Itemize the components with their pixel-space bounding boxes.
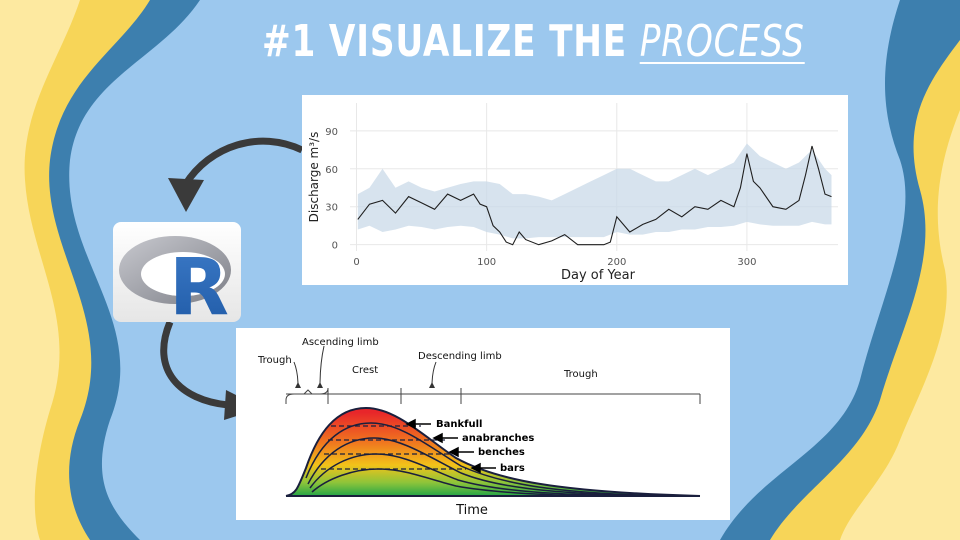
r-logo-icon: R bbox=[113, 222, 241, 333]
chart-y-ticks: 0 30 60 90 bbox=[325, 127, 338, 252]
right-wave-light bbox=[840, 110, 960, 540]
chart-band-area bbox=[357, 143, 832, 239]
crest-label: Crest bbox=[352, 365, 378, 376]
chart-x-tick-label: 0 bbox=[353, 257, 359, 268]
discharge-chart-panel: 0 100 200 300 0 30 60 90 Day of Year Discharge… bbox=[302, 95, 848, 285]
stage-curve-3 bbox=[309, 453, 637, 497]
trough-right-label: Trough bbox=[563, 369, 598, 380]
time-axis-label: Time bbox=[455, 503, 488, 518]
anabranches-label: anabranches bbox=[462, 433, 534, 444]
chart-series bbox=[357, 145, 832, 246]
trough-left-label: Trough bbox=[257, 355, 292, 366]
stage-curve-1 bbox=[305, 422, 677, 497]
benches-label: benches bbox=[478, 447, 525, 458]
bars-label: bars bbox=[500, 463, 525, 474]
slide-title-accent: PROCESS bbox=[639, 16, 805, 67]
hydrograph-curve bbox=[285, 406, 701, 497]
chart-series-line-0 bbox=[357, 145, 832, 246]
chart-y-tick-label: 30 bbox=[325, 203, 338, 214]
slide-title: #1 VISUALIZE THE PROCESS bbox=[262, 16, 804, 82]
chart-y-tick-label: 60 bbox=[325, 165, 338, 176]
left-wave-light bbox=[0, 0, 80, 540]
chart-y-tick-label: 0 bbox=[332, 241, 338, 252]
chart-x-tick-label: 100 bbox=[477, 257, 496, 268]
chart-x-ticks: 0 100 200 300 bbox=[353, 257, 756, 268]
r-logo-letter: R bbox=[169, 243, 229, 322]
r-logo: R bbox=[113, 222, 241, 333]
chart-y-axis-label: Discharge m³/s bbox=[307, 132, 321, 223]
hydrograph-diagram: Bankfull anabranches benches bars Trough bbox=[257, 337, 701, 518]
descending-limb-label: Descending limb bbox=[418, 351, 502, 362]
chart-y-tick-label: 90 bbox=[325, 127, 338, 138]
bankfull-label: Bankfull bbox=[436, 419, 482, 430]
chart-x-tick-label: 300 bbox=[737, 257, 756, 268]
chart-variability-band bbox=[357, 143, 832, 239]
discharge-chart: 0 100 200 300 0 30 60 90 Day of Year Discharge… bbox=[307, 103, 838, 283]
stage-curve-2 bbox=[307, 437, 657, 497]
hydrograph-panel: Bankfull anabranches benches bars Trough bbox=[236, 328, 730, 520]
slide-title-prefix: #1 VISUALIZE THE bbox=[262, 16, 640, 67]
chart-x-axis-label: Day of Year bbox=[561, 268, 636, 283]
hydrograph-fill bbox=[286, 408, 700, 496]
stage-curve-4 bbox=[311, 468, 617, 497]
ascending-limb-label: Ascending limb bbox=[302, 337, 379, 348]
chart-x-tick-label: 200 bbox=[607, 257, 626, 268]
